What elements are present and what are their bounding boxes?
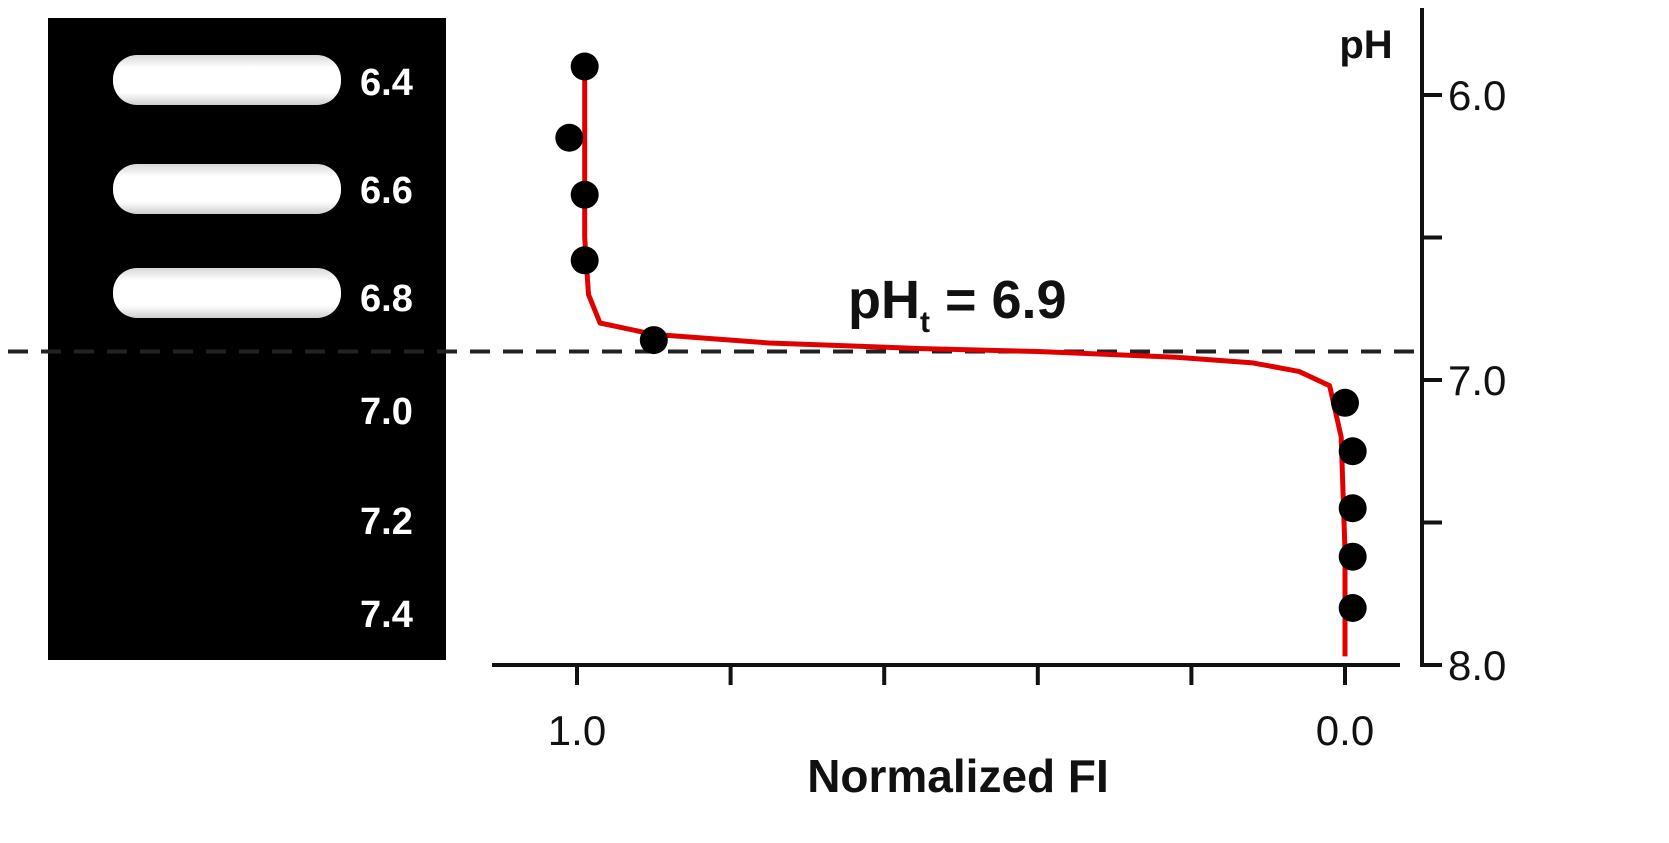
- y-axis-label: pH: [1339, 23, 1392, 67]
- data-point-3: [570, 246, 599, 275]
- annotation-tail: = 6.9: [930, 270, 1067, 330]
- y-tick-label-0: 6.0: [1448, 72, 1506, 119]
- y-tick-label-1: 7.0: [1448, 357, 1506, 404]
- data-point-7: [1338, 494, 1367, 523]
- threshold-annotation: pHt = 6.9: [848, 270, 1067, 339]
- data-point-0: [570, 52, 599, 81]
- fluorescent-band-2: [113, 164, 341, 214]
- lane-label-6: 7.4: [360, 594, 413, 636]
- lane-label-4: 7.0: [360, 391, 413, 433]
- fluorescent-band-1: [113, 55, 341, 105]
- lane-label-2: 6.6: [360, 170, 413, 212]
- lane-label-1: 6.4: [360, 62, 413, 104]
- fluorescence-tube-image: 6.4 6.6 6.8 7.0 7.2 7.4: [48, 18, 446, 660]
- y-tick-label-2: 8.0: [1448, 642, 1506, 689]
- x-axis-label: Normalized FI: [807, 750, 1109, 802]
- annotation-subscript: t: [920, 306, 930, 339]
- data-point-8: [1338, 542, 1367, 571]
- lane-label-5: 7.2: [360, 501, 413, 543]
- data-point-1: [555, 123, 584, 152]
- lane-label-3: 6.8: [360, 278, 413, 320]
- fluorescent-band-3: [113, 268, 341, 318]
- data-point-2: [570, 180, 599, 209]
- x-tick-label-1: 0.0: [1316, 707, 1374, 754]
- data-point-5: [1331, 388, 1359, 417]
- fit-curve: [582, 55, 1348, 657]
- x-tick-label-0: 1.0: [548, 707, 606, 754]
- axes: 1.0 0.0 6.0 7.0 8.0: [492, 8, 1506, 754]
- data-points: [555, 52, 1367, 622]
- data-point-9: [1338, 594, 1367, 622]
- annotation-main: pH: [848, 270, 920, 330]
- data-point-4: [639, 326, 668, 355]
- data-point-6: [1338, 437, 1367, 466]
